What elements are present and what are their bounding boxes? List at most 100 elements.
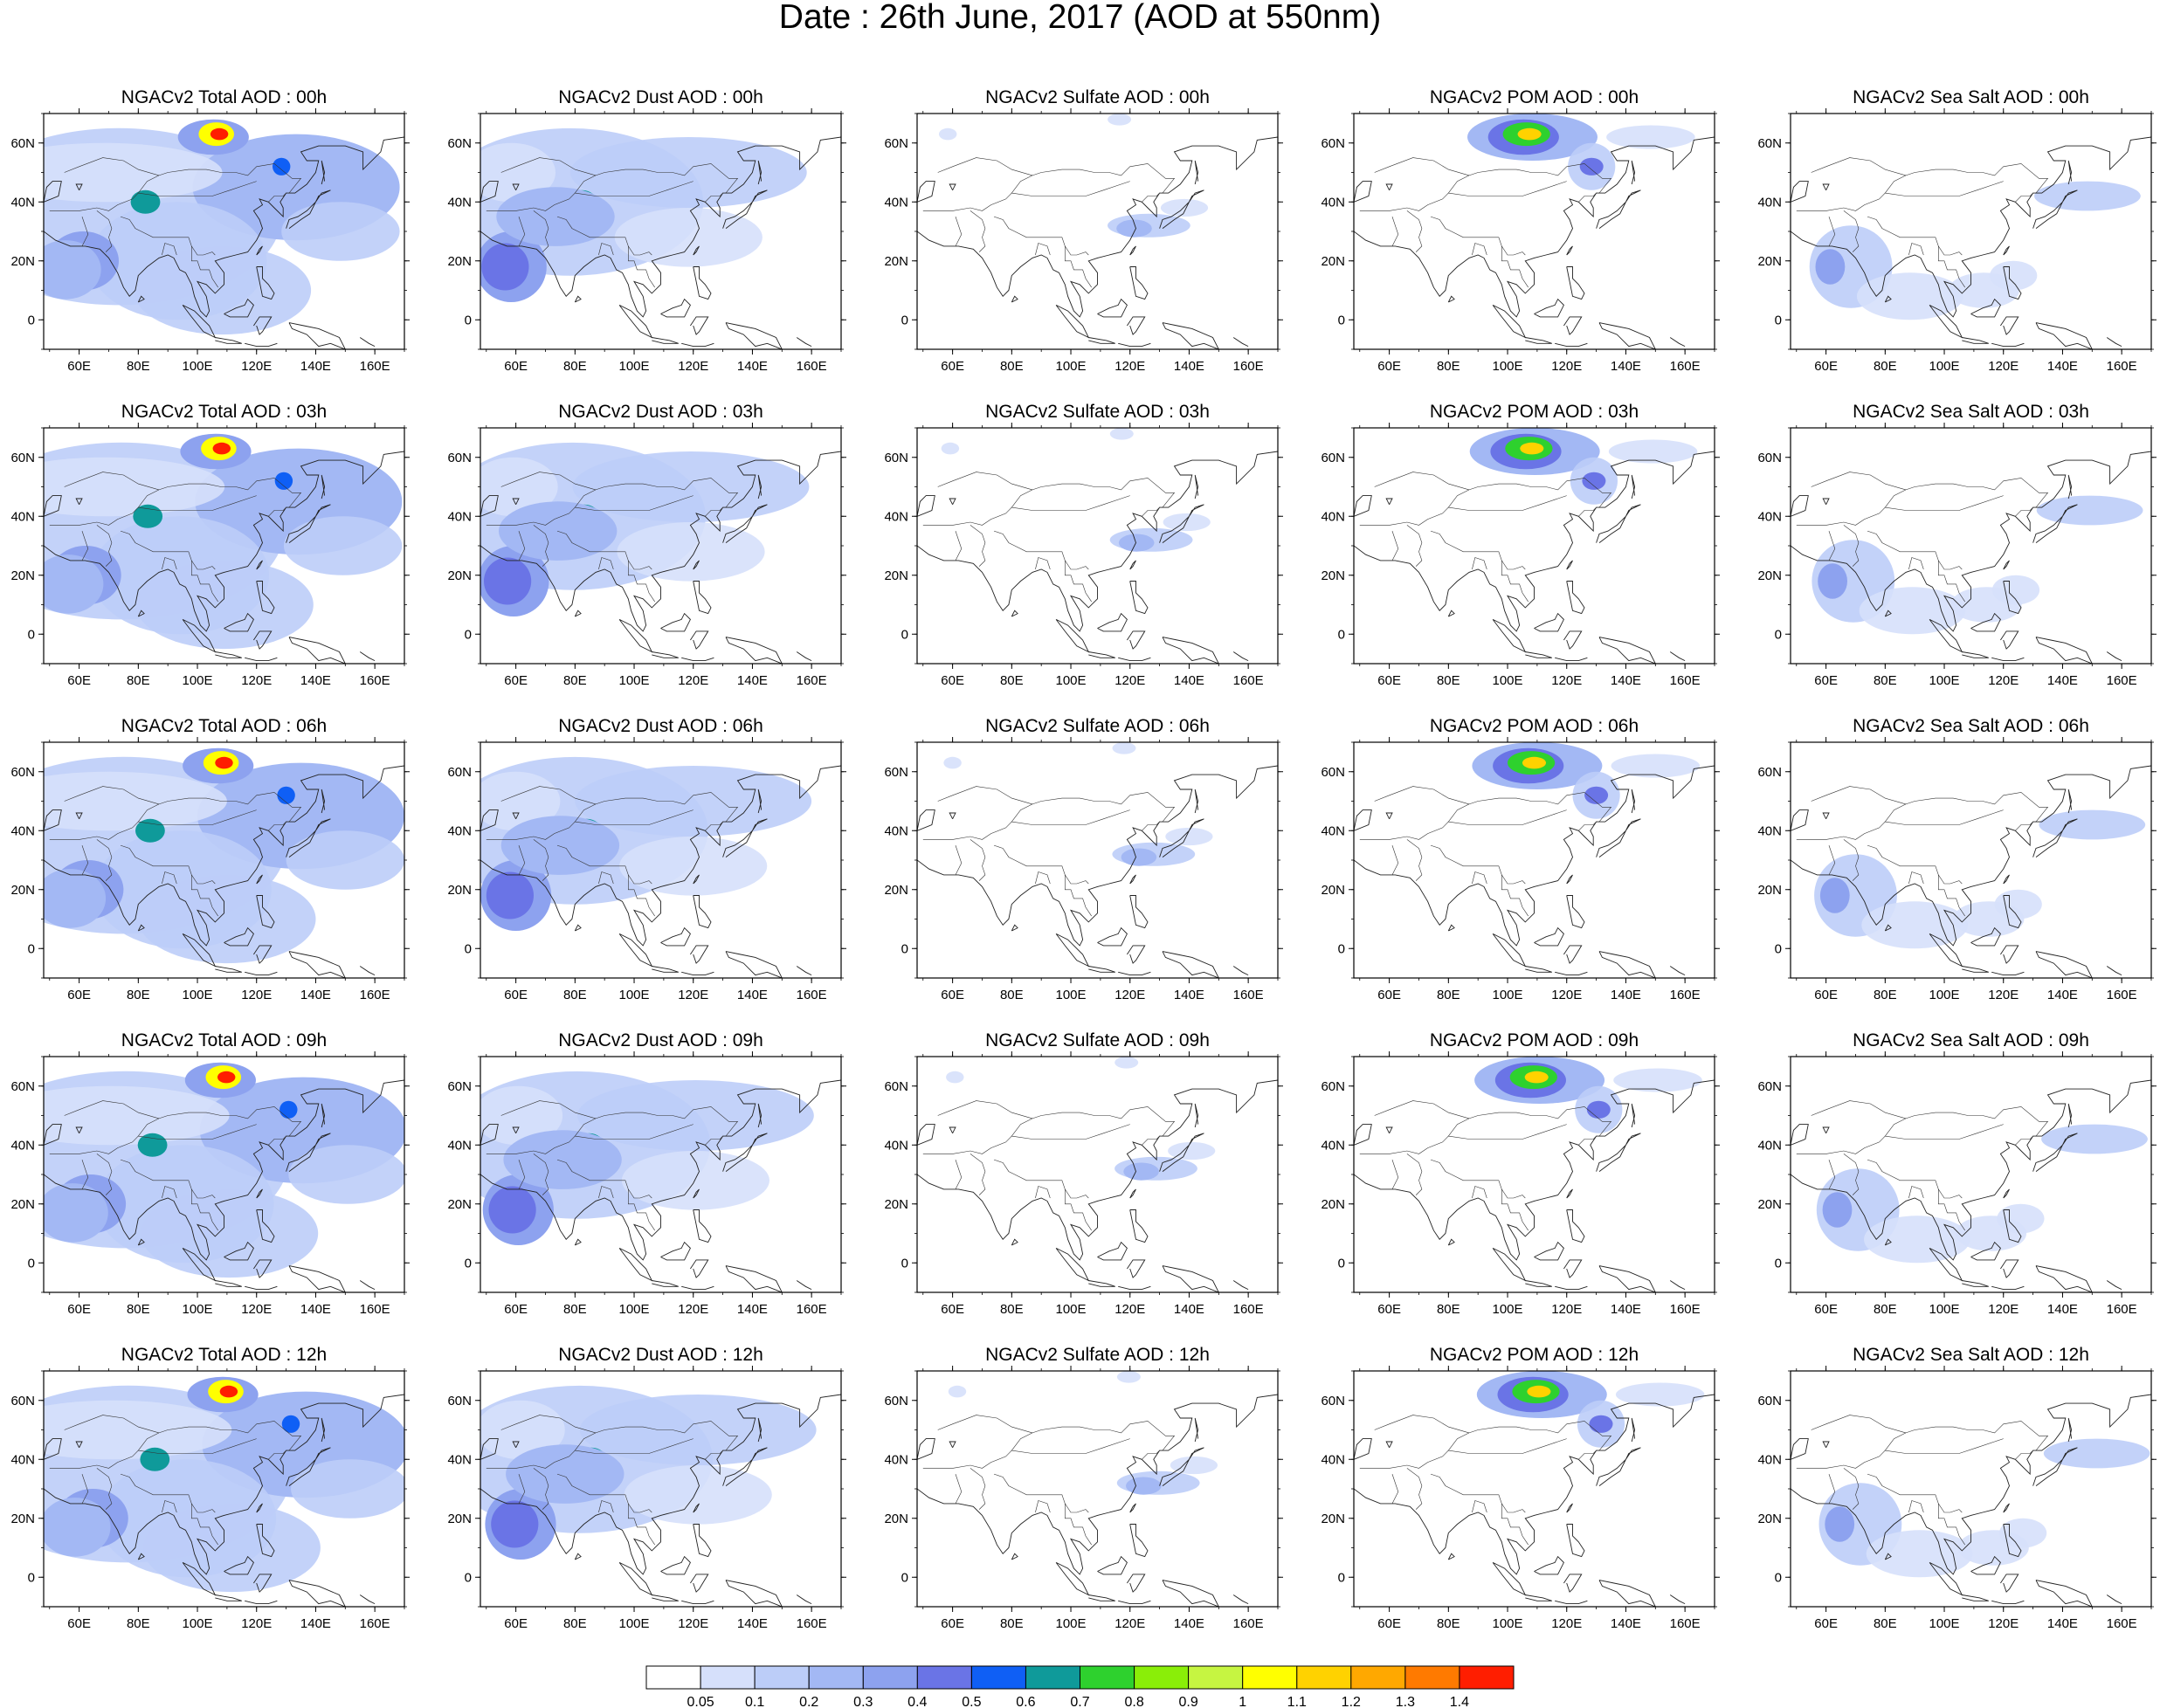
country-border [1828, 1474, 1836, 1505]
country-border [1406, 1468, 1423, 1510]
country-border [1035, 557, 1051, 570]
coastline [722, 1133, 768, 1172]
country-border [81, 1160, 89, 1190]
coastline [2067, 160, 2073, 185]
coastline [618, 1247, 653, 1282]
y-tick-label: 20N [10, 1197, 35, 1212]
coastline [2003, 1209, 2022, 1243]
country-border [120, 1159, 216, 1199]
country-border [191, 245, 218, 288]
country-border [1374, 1100, 1470, 1119]
coastline [2032, 818, 2078, 857]
coastline [693, 874, 700, 885]
x-tick-label: 60E [1377, 359, 1401, 374]
x-tick-label: 160E [360, 1616, 390, 1631]
country-border [1908, 243, 1924, 256]
country-border [1359, 1106, 1612, 1154]
coastline [1162, 951, 1219, 978]
map-panel-sulfate-1: NGACv2 Sulfate AOD : 03h 60E 80E 100E 120E 14… [884, 402, 1283, 688]
coastline [693, 1503, 700, 1513]
country-border [1843, 839, 1860, 881]
coastline [1088, 651, 1115, 658]
x-tick-label: 80E [127, 673, 150, 688]
coastline [1129, 581, 1149, 615]
country-border [575, 1438, 694, 1454]
map-panel-total-3: NGACv2 Total AOD : 09h 60E 80E 100E 120E 140E… [10, 1030, 410, 1317]
y-tick-label: 20N [447, 254, 472, 269]
x-tick-label: 100E [1929, 988, 1960, 1002]
x-tick-label: 80E [127, 1616, 150, 1631]
y-tick-label: 20N [447, 1197, 472, 1212]
map-panel-total-4: NGACv2 Total AOD : 12h 60E 80E 100E 120E 140E… [10, 1345, 410, 1631]
country-border [1885, 181, 2004, 196]
coastline [1598, 951, 1656, 978]
y-tick-label: 60N [1321, 1394, 1345, 1408]
country-border [955, 1160, 963, 1190]
x-tick-label: 60E [941, 1616, 964, 1631]
x-tick-label: 140E [300, 673, 331, 688]
y-tick-label: 40N [884, 1452, 908, 1467]
coastline [1884, 924, 1892, 932]
country-border [1065, 1503, 1092, 1546]
country-border [81, 217, 89, 247]
y-tick-label: 60N [1757, 136, 1782, 151]
coastline [618, 618, 653, 653]
coastline [1822, 812, 1830, 820]
coastline [1011, 1238, 1018, 1246]
coastline [2000, 945, 2019, 964]
country-border [1142, 506, 1160, 517]
coastline [1884, 1238, 1892, 1246]
country-border [500, 786, 597, 805]
x-tick-label: 60E [1377, 673, 1401, 688]
coastline [1525, 1280, 1552, 1287]
y-tick-label: 0 [1775, 1256, 1782, 1271]
y-tick-label: 60N [10, 136, 35, 151]
coastline [1194, 160, 1199, 185]
country-border [1374, 472, 1470, 491]
x-tick-label: 60E [504, 359, 528, 374]
x-tick-label: 60E [1377, 988, 1401, 1002]
country-border [1938, 874, 1965, 917]
country-border [64, 786, 160, 805]
y-tick-label: 60N [1757, 1079, 1782, 1094]
figure-title: Date : 26th June, 2017 (AOD at 550nm) [778, 0, 1382, 36]
country-border [1885, 495, 2004, 511]
country-border [1430, 216, 1526, 256]
panel-title: NGACv2 Total AOD : 03h [121, 402, 327, 422]
country-border [1391, 1160, 1399, 1190]
country-border [1828, 217, 1836, 247]
y-tick-label: 40N [447, 823, 472, 838]
coastline [44, 1394, 404, 1575]
x-tick-label: 100E [1929, 359, 1960, 374]
country-border [486, 478, 739, 526]
country-border [162, 1500, 177, 1513]
x-tick-label: 120E [241, 1302, 272, 1317]
coastline [256, 245, 263, 256]
coastline [2035, 951, 2093, 978]
coastline [1088, 1280, 1115, 1287]
country-border [705, 192, 723, 203]
coastline [480, 765, 841, 947]
coastline [1791, 765, 2151, 947]
x-tick-label: 120E [1988, 673, 2019, 688]
x-tick-label: 100E [1056, 673, 1087, 688]
country-border [268, 821, 286, 831]
coastline [215, 966, 242, 973]
y-tick-label: 60N [447, 765, 472, 780]
country-border [191, 560, 218, 603]
coastline [253, 316, 273, 335]
coastline [917, 1394, 1278, 1575]
map-panel-dust-3: NGACv2 Dust AOD : 09h 60E 80E 100E 120E 140E 1… [447, 1030, 846, 1317]
country-border [1867, 1473, 1963, 1513]
coastline [1563, 316, 1583, 335]
coastline [1354, 451, 1715, 632]
x-tick-label: 100E [619, 673, 650, 688]
coastline [224, 1241, 254, 1261]
coastline [1447, 295, 1455, 303]
x-tick-label: 80E [563, 1302, 587, 1317]
coastline [574, 1238, 582, 1246]
coastline [359, 1594, 376, 1605]
coastline [1884, 1553, 1892, 1560]
country-border [268, 192, 286, 203]
coastline [681, 1285, 714, 1291]
